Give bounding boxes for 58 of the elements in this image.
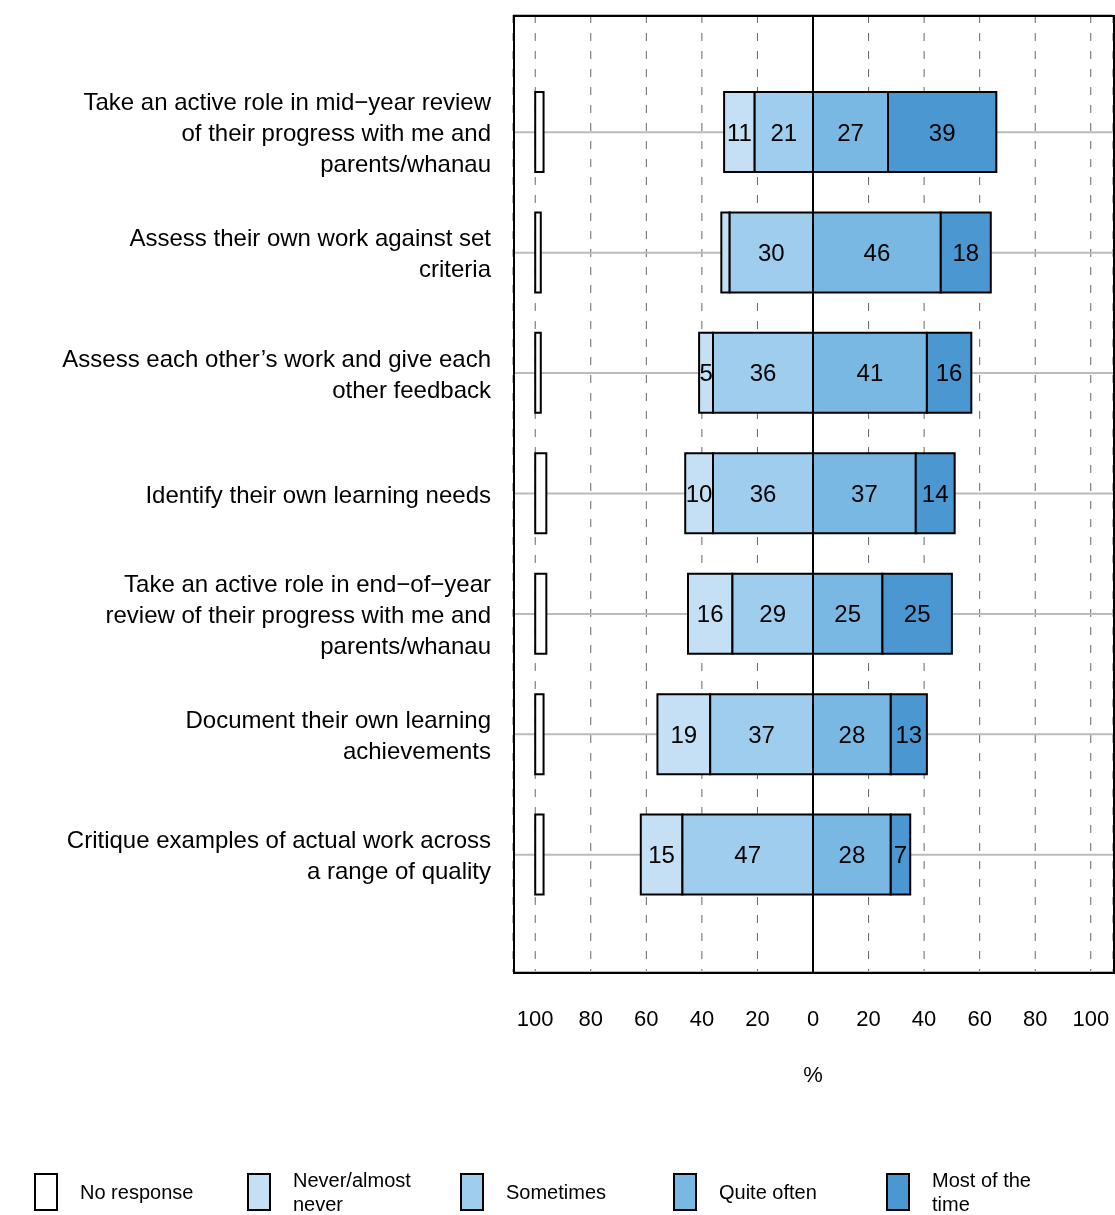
x-tick-label: 40 <box>689 1005 715 1031</box>
y-tick-label: Take an active role in mid−year review of their progress with me and parents/whanau <box>83 87 492 177</box>
data-label: 28 <box>838 841 866 869</box>
data-label: 7 <box>893 841 908 869</box>
y-tick-label: Critique examples of actual work across a range of quality <box>66 825 491 884</box>
bar <box>534 331 542 414</box>
data-label: 13 <box>895 720 923 748</box>
data-label: 41 <box>856 359 884 387</box>
bar <box>534 813 545 896</box>
data-label: 36 <box>749 359 777 387</box>
x-tick-label: 0 <box>806 1005 820 1031</box>
x-tick-label: 60 <box>634 1005 659 1031</box>
data-label: 47 <box>734 841 762 869</box>
data-label: 37 <box>851 479 878 507</box>
data-label: 28 <box>838 720 866 748</box>
data-label: 25 <box>903 600 931 628</box>
x-tick-label: 20 <box>745 1005 770 1031</box>
x-tick-label: 100 <box>1072 1005 1110 1031</box>
y-tick-label: Identify their own learning needs <box>145 480 491 507</box>
data-label: 27 <box>837 118 864 146</box>
data-label: 5 <box>699 359 713 387</box>
legend-label: Quite often <box>719 1180 818 1204</box>
x-tick-label: 60 <box>967 1005 992 1031</box>
y-tick-label: Document their own learning achievements <box>185 705 491 764</box>
y-tick-label: Take an active role in end−of−year review of their progress with me and parents/whanau <box>105 569 491 659</box>
y-tick-label: Assess each other’s work and give each other feedback <box>62 344 492 403</box>
legend-label: No response <box>80 1180 195 1204</box>
data-label: 25 <box>834 600 862 628</box>
x-axis-title: % <box>803 1062 823 1087</box>
bar <box>534 572 548 655</box>
bar <box>534 91 545 173</box>
data-label: 30 <box>757 238 785 266</box>
x-tick-label: 40 <box>911 1005 937 1031</box>
x-tick-label: 20 <box>856 1005 881 1031</box>
data-label: 15 <box>648 841 675 869</box>
data-label: 18 <box>952 238 980 266</box>
bar <box>534 211 542 294</box>
data-label: 11 <box>726 118 752 146</box>
x-tick-label: 100 <box>516 1005 554 1031</box>
data-label: 14 <box>921 479 949 507</box>
data-label: 21 <box>770 118 798 146</box>
bar <box>534 693 545 776</box>
data-label: 16 <box>935 359 963 387</box>
data-label: 39 <box>928 118 956 146</box>
data-label: 29 <box>759 600 787 628</box>
legend-label: Never/almost never <box>293 1168 412 1215</box>
data-label: 19 <box>670 720 698 748</box>
data-label: 10 <box>685 479 713 507</box>
y-tick-label: Assess their own work against set criteria <box>129 223 492 282</box>
data-label: 46 <box>863 238 891 266</box>
data-label: 16 <box>696 600 724 628</box>
legend-label: Most of the time <box>932 1168 1032 1215</box>
data-label: 37 <box>748 720 775 748</box>
data-label: 36 <box>749 479 777 507</box>
legend-label: Sometimes <box>506 1180 608 1204</box>
x-tick-label: 80 <box>1022 1005 1048 1031</box>
bar <box>534 452 548 535</box>
x-tick-label: 80 <box>578 1005 604 1031</box>
